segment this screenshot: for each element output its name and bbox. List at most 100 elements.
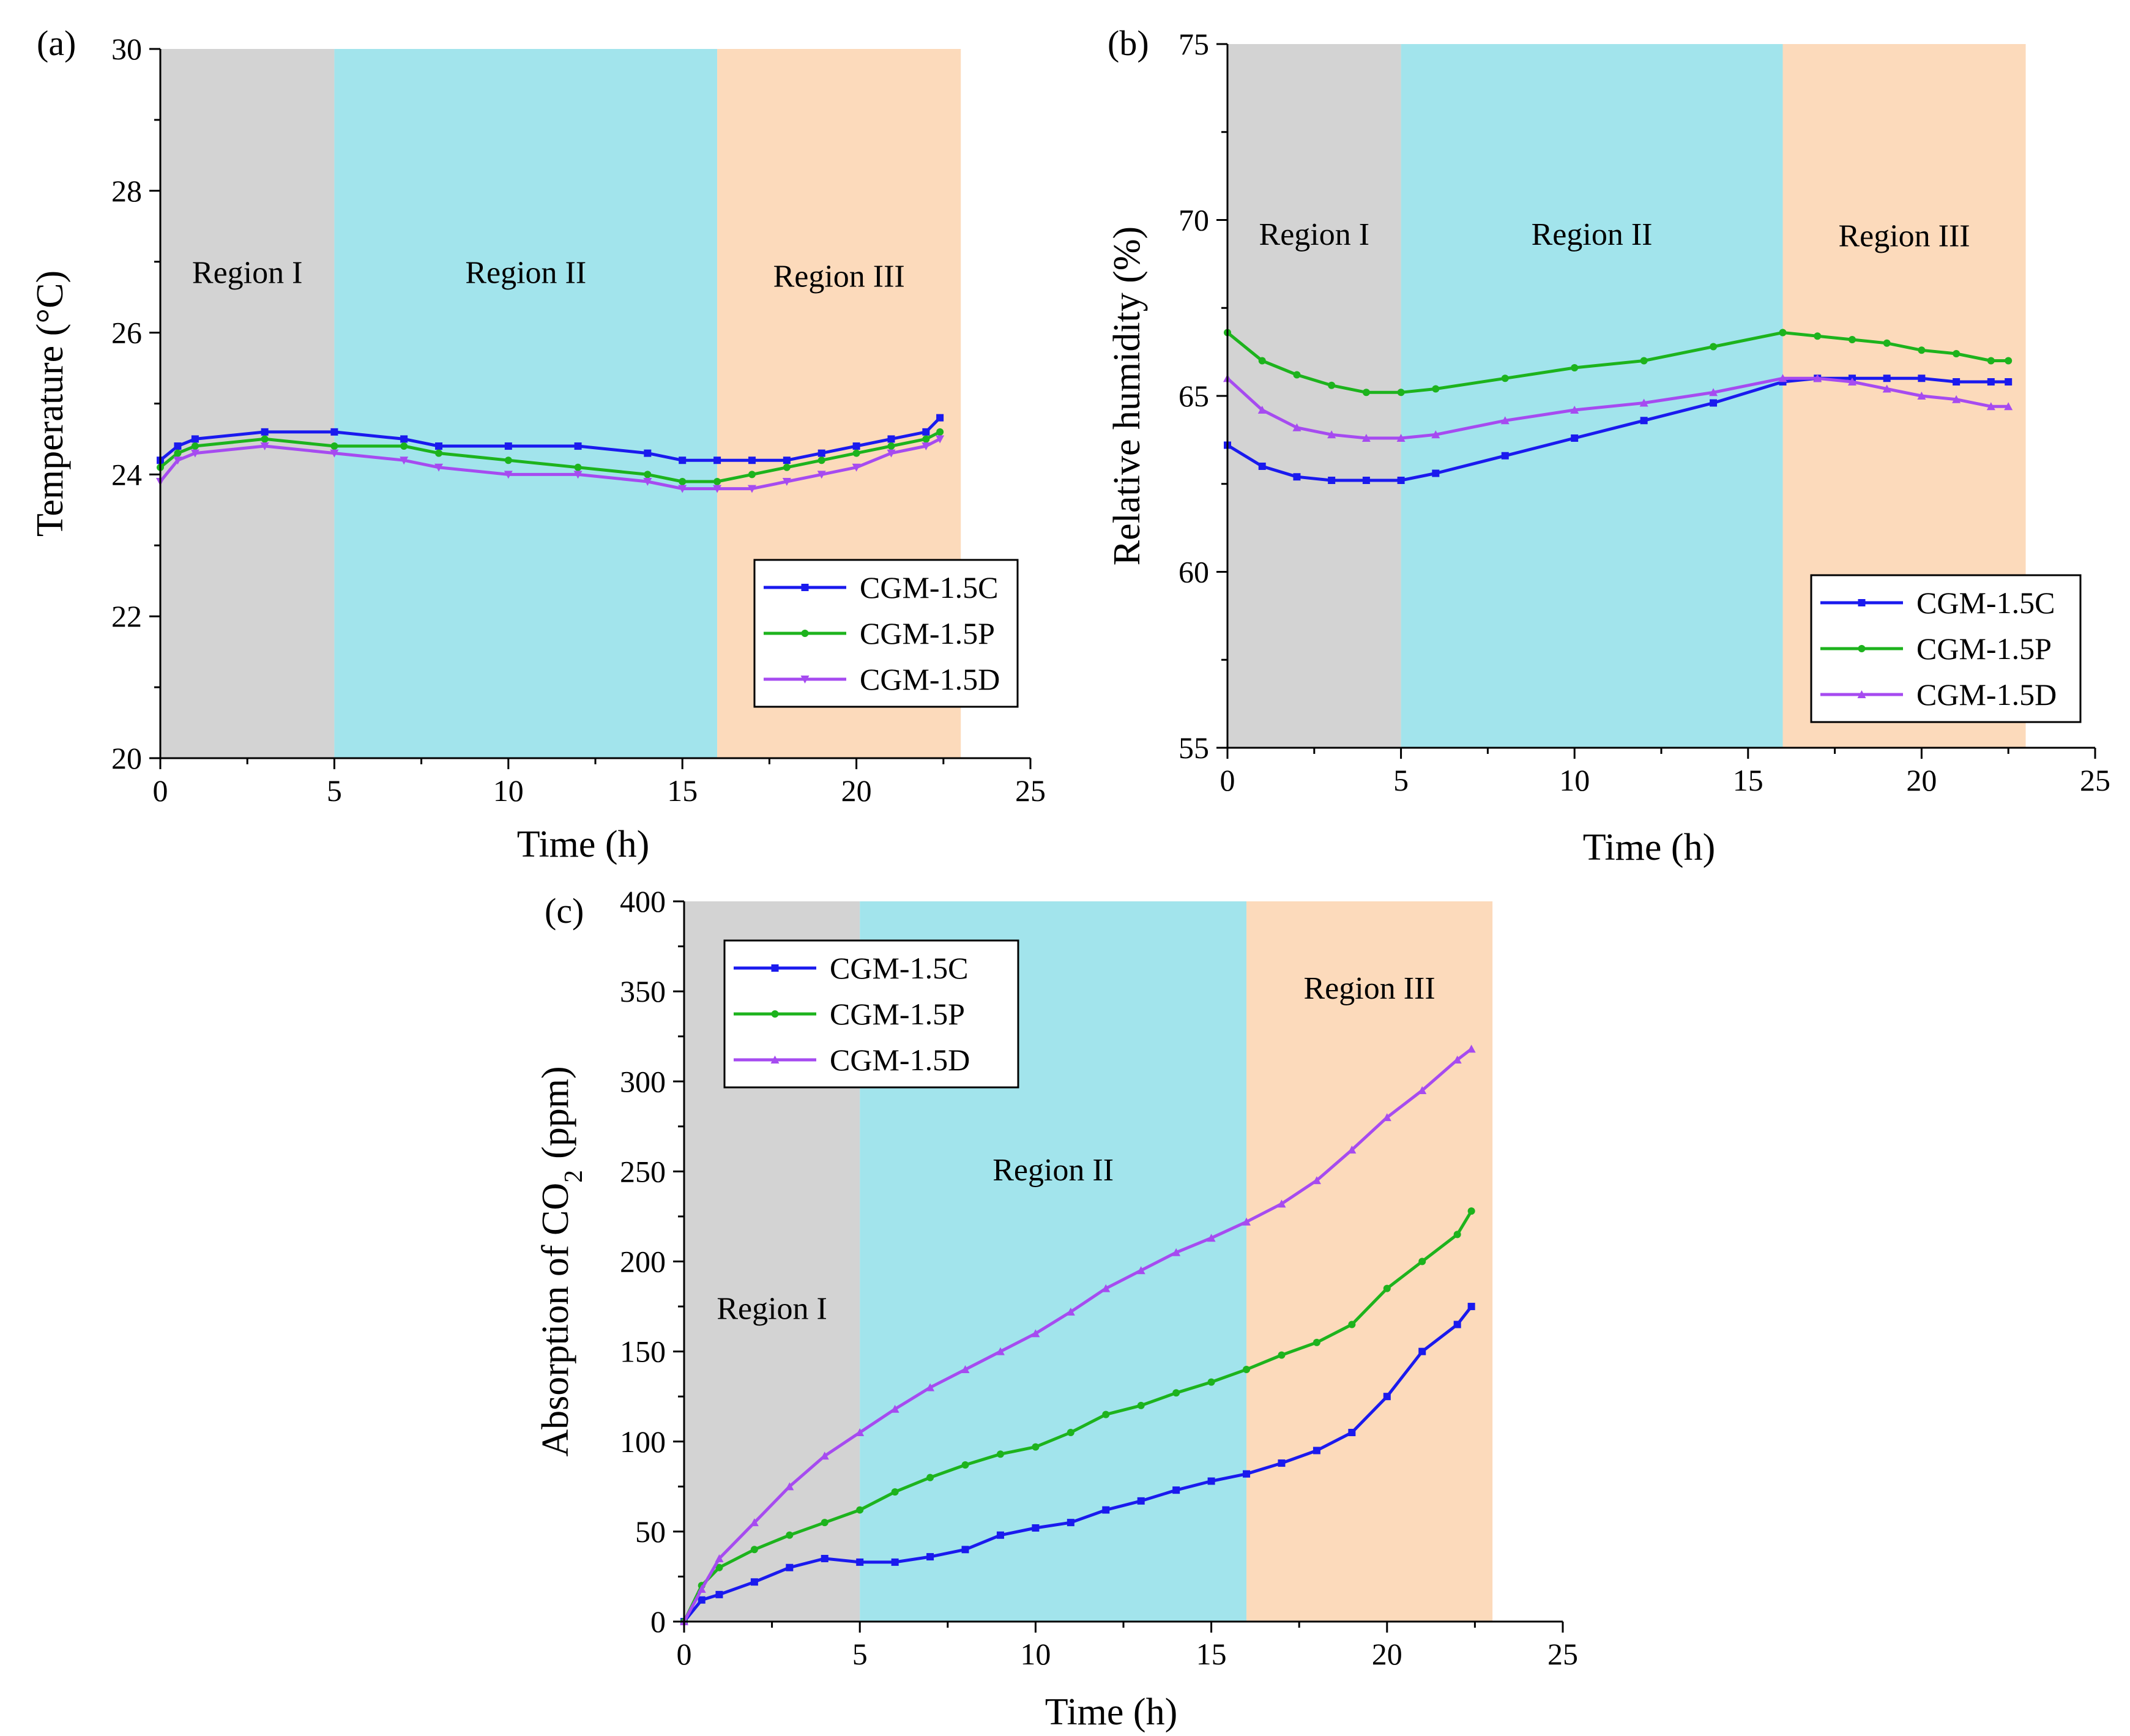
data-point-cgm-1-5p — [1328, 381, 1336, 389]
data-point-cgm-1-5d — [852, 463, 861, 472]
region-label-region-i: Region I — [717, 1292, 827, 1327]
region-band-region-iii — [1246, 901, 1493, 1622]
data-point-cgm-1-5p — [1501, 374, 1509, 382]
y-tick-label: 0 — [650, 1604, 666, 1639]
x-tick-label: 5 — [852, 1637, 868, 1671]
data-point-cgm-1-5d — [1418, 1086, 1427, 1094]
data-point-cgm-1-5c — [1987, 378, 1995, 386]
y-tick-label: 350 — [620, 974, 666, 1008]
legend-marker-cgm-1-5d — [770, 1056, 780, 1064]
data-point-cgm-1-5c — [856, 1558, 864, 1566]
data-point-cgm-1-5c — [936, 414, 944, 422]
panel-a: Region I Region II Region III 0 5 10 15 20 25 20 2… — [29, 23, 1046, 865]
data-point-cgm-1-5c — [1953, 378, 1961, 386]
legend-marker-cgm-1-5c — [771, 964, 779, 972]
data-point-cgm-1-5c — [748, 456, 756, 464]
data-point-cgm-1-5d — [936, 435, 945, 444]
data-point-cgm-1-5d — [1431, 430, 1440, 439]
x-tick-label: 25 — [1547, 1637, 1578, 1671]
data-point-cgm-1-5d — [1813, 374, 1822, 382]
y-tick-label: 55 — [1179, 731, 1209, 765]
data-point-cgm-1-5p — [1102, 1410, 1110, 1418]
x-axis-title: Time (h) — [1045, 1691, 1177, 1733]
legend-marker-cgm-1-5p — [801, 630, 809, 637]
data-point-cgm-1-5d — [887, 449, 896, 458]
data-point-cgm-1-5d — [747, 485, 756, 493]
y-tick-label: 100 — [620, 1425, 666, 1459]
data-point-cgm-1-5d — [1570, 406, 1579, 414]
data-point-cgm-1-5c — [1432, 469, 1440, 477]
legend-label-cgm-1-5p: CGM-1.5P — [1916, 631, 2052, 666]
data-point-cgm-1-5c — [1640, 417, 1648, 425]
legend-marker-cgm-1-5d — [1857, 690, 1866, 698]
data-point-cgm-1-5c — [330, 428, 338, 436]
series-cgm-1-5d — [156, 435, 945, 493]
series-cgm-1-5d — [680, 1045, 1476, 1625]
data-point-cgm-1-5p — [713, 477, 721, 485]
legend-marker-cgm-1-5c — [801, 584, 809, 591]
region-band-region-ii — [334, 49, 718, 758]
data-point-cgm-1-5c — [2005, 378, 2013, 386]
data-point-cgm-1-5d — [820, 1451, 829, 1460]
data-point-cgm-1-5c — [715, 1590, 723, 1598]
data-point-cgm-1-5c — [574, 442, 582, 450]
data-point-cgm-1-5p — [852, 449, 860, 457]
data-point-cgm-1-5p — [1362, 389, 1370, 397]
data-point-cgm-1-5p — [817, 456, 825, 464]
data-point-cgm-1-5p — [2005, 357, 2013, 365]
y-tick-label: 26 — [111, 316, 142, 350]
y-tick-label: 50 — [635, 1514, 666, 1549]
data-point-cgm-1-5d — [434, 463, 444, 472]
data-point-cgm-1-5c — [1032, 1524, 1040, 1532]
panel-label: (c) — [545, 891, 584, 931]
data-point-cgm-1-5d — [643, 477, 652, 486]
x-tick-label: 25 — [2080, 763, 2110, 797]
data-point-cgm-1-5d — [173, 456, 182, 465]
data-point-cgm-1-5c — [1883, 374, 1891, 382]
data-point-cgm-1-5p — [574, 463, 582, 471]
data-point-cgm-1-5d — [1709, 388, 1718, 397]
data-point-cgm-1-5c — [1397, 477, 1405, 484]
data-point-cgm-1-5d — [678, 485, 687, 493]
data-point-cgm-1-5d — [1467, 1045, 1476, 1053]
series-cgm-1-5p — [1224, 329, 2013, 397]
panel-label: (b) — [1108, 23, 1149, 63]
x-tick-label: 10 — [1559, 763, 1590, 797]
x-tick-label: 10 — [1020, 1637, 1051, 1671]
data-point-cgm-1-5d — [1778, 374, 1787, 382]
data-point-cgm-1-5c — [1102, 1506, 1110, 1514]
y-tick-label: 400 — [620, 884, 666, 918]
data-point-cgm-1-5c — [1362, 477, 1370, 484]
legend: CGM-1.5C CGM-1.5P CGM-1.5D — [1810, 574, 2082, 723]
y-tick-label: 20 — [111, 741, 142, 775]
data-point-cgm-1-5p — [1137, 1401, 1145, 1409]
data-point-cgm-1-5p — [679, 477, 687, 485]
x-tick-label: 20 — [841, 773, 872, 808]
legend-label-cgm-1-5c: CGM-1.5C — [1916, 586, 2055, 620]
data-point-cgm-1-5d — [785, 1482, 794, 1491]
y-tick-label: 65 — [1179, 379, 1209, 413]
data-point-cgm-1-5c — [1348, 1429, 1356, 1437]
data-point-cgm-1-5d — [1207, 1234, 1216, 1242]
data-point-cgm-1-5p — [261, 435, 269, 443]
data-point-cgm-1-5c — [679, 456, 687, 464]
y-axis-title-subscript: 2 — [560, 1170, 588, 1183]
data-point-cgm-1-5c — [1383, 1393, 1391, 1401]
data-point-cgm-1-5c — [1328, 477, 1336, 484]
data-point-cgm-1-5d — [1382, 1113, 1391, 1122]
y-tick-label: 60 — [1179, 555, 1209, 589]
data-point-cgm-1-5c — [1501, 452, 1509, 460]
data-point-cgm-1-5p — [504, 456, 512, 464]
x-axis-title: Time (h) — [1583, 827, 1715, 868]
y-tick-label: 200 — [620, 1245, 666, 1279]
data-point-cgm-1-5d — [400, 456, 409, 465]
legend-label-cgm-1-5d: CGM-1.5D — [860, 662, 1000, 696]
data-point-cgm-1-5d — [1257, 406, 1267, 414]
legend-label-cgm-1-5c: CGM-1.5C — [860, 570, 998, 605]
data-point-cgm-1-5c — [698, 1596, 706, 1604]
data-point-cgm-1-5c — [1418, 1347, 1426, 1355]
data-point-cgm-1-5d — [1952, 395, 1961, 403]
data-point-cgm-1-5p — [748, 471, 756, 479]
data-point-cgm-1-5c — [261, 428, 269, 436]
data-point-cgm-1-5c — [504, 442, 512, 450]
